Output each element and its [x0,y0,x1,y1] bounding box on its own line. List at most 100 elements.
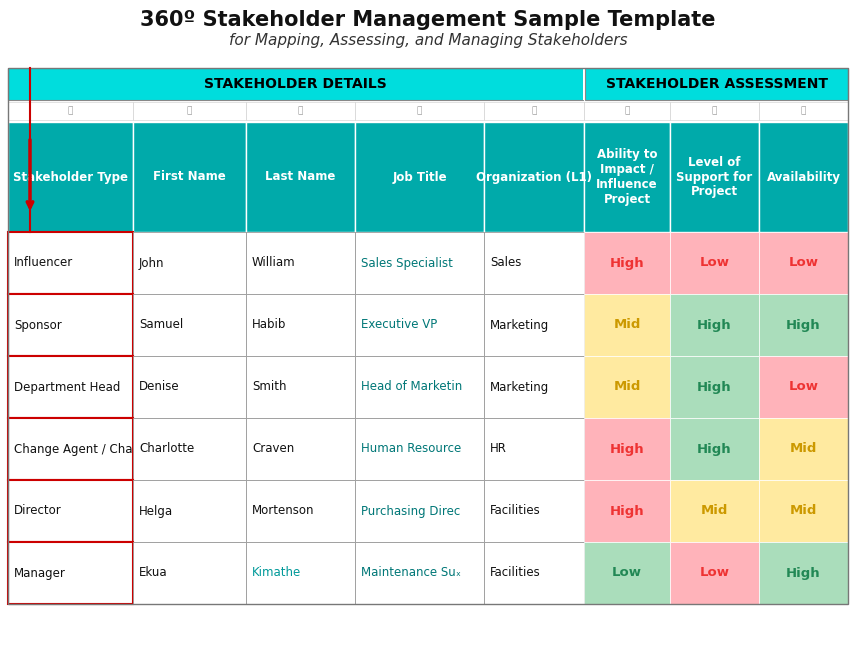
Text: Job Title: Job Title [392,170,447,184]
Bar [670,542,759,604]
Bar [585,68,848,100]
Bar [670,232,759,294]
Text: ❓: ❓ [417,106,422,116]
Bar [484,480,584,542]
Text: Manager: Manager [14,566,66,580]
Bar [8,480,133,542]
Bar [355,356,484,418]
Bar [246,232,355,294]
Bar [584,480,670,542]
Bar [246,480,355,542]
Text: John: John [139,257,164,269]
Text: High: High [610,442,645,456]
Bar [355,122,484,232]
Bar [8,68,848,604]
Text: Availability: Availability [766,170,840,184]
Text: Low: Low [788,381,818,393]
Bar [8,542,133,604]
Text: Facilities: Facilities [490,504,540,518]
Text: Mid: Mid [790,442,817,456]
Bar [670,356,759,418]
Text: First Name: First Name [153,170,226,184]
Text: Low: Low [612,566,642,580]
Bar [484,542,584,604]
Text: Mid: Mid [701,504,728,518]
Text: Smith: Smith [252,381,286,393]
Bar [246,102,355,120]
Bar [759,542,848,604]
Text: Marketing: Marketing [490,319,549,331]
Bar [8,294,133,356]
Text: High: High [697,442,732,456]
Text: Last Name: Last Name [265,170,336,184]
Bar [670,122,759,232]
Text: Sponsor: Sponsor [14,319,62,331]
Bar [584,294,670,356]
Text: Low: Low [699,566,729,580]
Bar [759,418,848,480]
Text: ❓: ❓ [68,106,74,116]
Bar [583,68,586,100]
Bar [759,102,848,120]
Text: Head of Marketin: Head of Marketin [361,381,463,393]
Bar [484,356,584,418]
Text: Level of
Support for
Project: Level of Support for Project [676,156,752,198]
Bar [355,294,484,356]
Text: High: High [787,566,821,580]
Bar [8,68,583,100]
Bar [8,66,848,68]
Text: ❓: ❓ [624,106,629,116]
Text: Director: Director [14,504,62,518]
Text: HR: HR [490,442,507,456]
Bar [670,102,759,120]
Bar [8,480,133,542]
Bar [584,356,670,418]
Bar [584,418,670,480]
Text: Mid: Mid [613,319,640,331]
Text: William: William [252,257,296,269]
Bar [670,294,759,356]
Bar [8,102,133,120]
Bar [8,418,133,480]
Text: Habib: Habib [252,319,286,331]
Text: for Mapping, Assessing, and Managing Stakeholders: for Mapping, Assessing, and Managing Sta… [228,33,628,49]
Text: STAKEHOLDER DETAILS: STAKEHOLDER DETAILS [204,77,386,91]
Text: Craven: Craven [252,442,294,456]
Text: Marketing: Marketing [490,381,549,393]
Text: Stakeholder Type: Stakeholder Type [13,170,128,184]
Text: Facilities: Facilities [490,566,540,580]
Text: Change Agent / Cha: Change Agent / Cha [14,442,133,456]
Text: High: High [787,319,821,331]
Text: ❓: ❓ [801,106,806,116]
Bar [246,294,355,356]
Bar [246,418,355,480]
Bar [355,480,484,542]
Bar [8,542,133,604]
Bar [133,356,246,418]
Text: Kimathe: Kimathe [252,566,301,580]
Text: Influencer: Influencer [14,257,74,269]
Bar [133,122,246,232]
Bar [484,122,584,232]
Text: 360º Stakeholder Management Sample Template: 360º Stakeholder Management Sample Templ… [140,10,716,30]
Text: High: High [610,257,645,269]
Bar [246,542,355,604]
Bar [759,356,848,418]
Text: High: High [697,319,732,331]
Bar [8,232,133,294]
Text: Sales: Sales [490,257,522,269]
Bar [8,294,133,356]
Bar [133,102,246,120]
Text: Helga: Helga [139,504,173,518]
Bar [8,356,133,418]
Text: Purchasing Direc: Purchasing Direc [361,504,460,518]
Text: Mid: Mid [790,504,817,518]
Bar [584,102,670,120]
Text: Samuel: Samuel [139,319,183,331]
Text: Low: Low [699,257,729,269]
Text: Sales Specialist: Sales Specialist [361,257,453,269]
Bar [584,232,670,294]
Bar [133,480,246,542]
Bar [484,102,584,120]
Text: Human Resource: Human Resource [361,442,461,456]
